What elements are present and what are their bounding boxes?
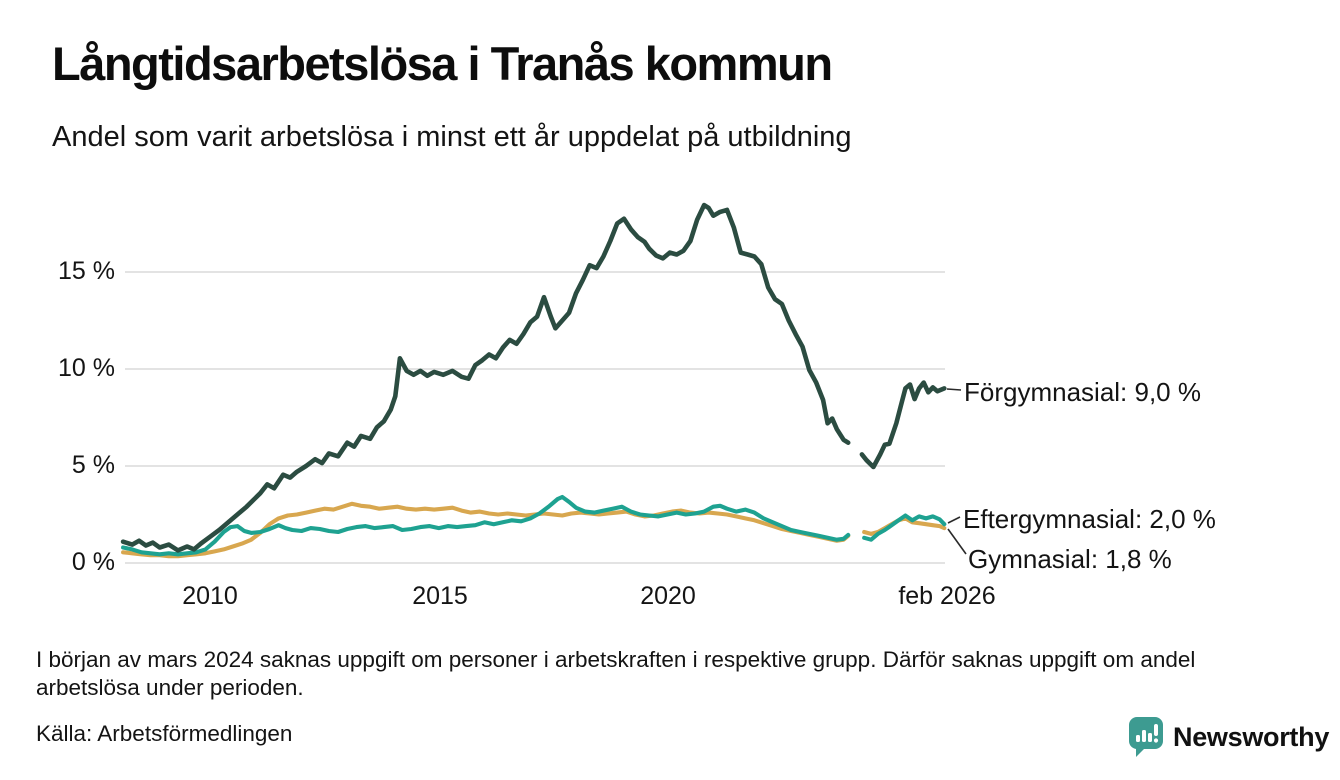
series-line-eftergymnasial bbox=[121, 494, 947, 557]
y-axis-tick-label: 0 % bbox=[71, 548, 115, 576]
x-axis-tick-label: feb 2026 bbox=[898, 582, 996, 610]
y-axis-tick-label: 5 % bbox=[71, 451, 115, 479]
connector-forgymnasial bbox=[946, 388, 962, 391]
source-label: Källa: Arbetsförmedlingen bbox=[36, 721, 293, 746]
series-line-forgymnasial bbox=[120, 202, 947, 553]
x-axis-tick-label: 2020 bbox=[640, 582, 696, 610]
newsworthy-logo: Newsworthy bbox=[1128, 716, 1329, 758]
y-axis-tick-label: 15 % bbox=[58, 257, 115, 285]
series-end-label-forgymnasial: Förgymnasial: 9,0 % bbox=[964, 377, 1201, 407]
series-end-label-eftergymnasial: Eftergymnasial: 2,0 % bbox=[963, 504, 1216, 534]
page-title: Långtidsarbetslösa i Tranås kommun bbox=[52, 37, 833, 90]
label-connectors bbox=[946, 388, 967, 555]
newsworthy-wordmark: Newsworthy bbox=[1173, 721, 1330, 752]
series-end-label-gymnasial: Gymnasial: 1,8 % bbox=[968, 544, 1172, 574]
footnote: I början av mars 2024 saknas uppgift om … bbox=[36, 647, 1196, 700]
newsworthy-logo-icon bbox=[1129, 717, 1163, 757]
connector-eftergymnasial bbox=[947, 516, 961, 524]
x-axis-tick-label: 2015 bbox=[412, 582, 468, 610]
connector-gymnasial bbox=[947, 528, 967, 555]
y-axis-tick-label: 10 % bbox=[58, 354, 115, 382]
x-axis-tick-label: 2010 bbox=[182, 582, 238, 610]
series-lines bbox=[120, 202, 947, 559]
page-subtitle: Andel som varit arbetslösa i minst ett å… bbox=[52, 121, 852, 153]
